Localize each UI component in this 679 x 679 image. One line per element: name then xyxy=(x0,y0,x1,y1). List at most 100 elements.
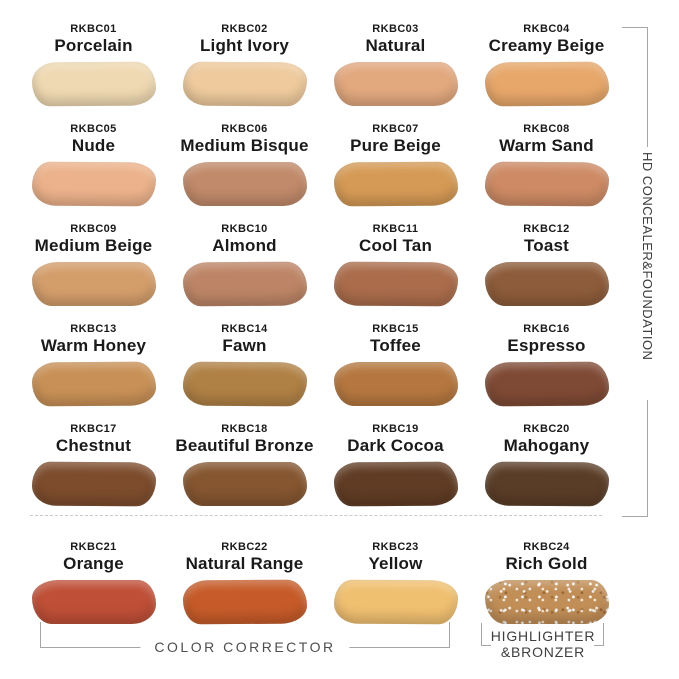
shade-cell: RKBC02 Light Ivory xyxy=(169,22,320,107)
highlighter-label-line1: HIGHLIGHTER xyxy=(490,628,596,644)
shade-code: RKBC04 xyxy=(523,23,570,35)
shade-swatch xyxy=(31,461,156,507)
shade-row-4: RKBC13 Warm Honey RKBC14 Fawn RKBC15 Tof… xyxy=(18,322,624,407)
shade-code: RKBC12 xyxy=(523,223,570,235)
shade-name: Cool Tan xyxy=(358,236,433,255)
shade-cell: RKBC05 Nude xyxy=(18,122,169,207)
shade-cell: RKBC01 Porcelain xyxy=(18,22,169,107)
shade-cell: RKBC08 Warm Sand xyxy=(471,122,622,207)
shade-swatch xyxy=(182,162,307,206)
shade-cell: RKBC07 Pure Beige xyxy=(320,122,471,207)
highlighter-bronzer-label: HIGHLIGHTER &BRONZER xyxy=(468,628,618,660)
shade-cell: RKBC04 Creamy Beige xyxy=(471,22,622,107)
shade-code: RKBC13 xyxy=(70,323,117,335)
shade-swatch xyxy=(484,262,609,306)
shade-row-6: RKBC21 Orange RKBC22 Natural Range RKBC2… xyxy=(18,540,624,625)
shade-code: RKBC10 xyxy=(221,223,268,235)
shade-name: Natural Range xyxy=(185,554,304,573)
shade-cell: RKBC09 Medium Beige xyxy=(18,222,169,306)
shade-code: RKBC08 xyxy=(523,123,570,135)
shade-code: RKBC21 xyxy=(70,541,117,553)
shade-name: Fawn xyxy=(222,336,267,355)
shade-swatch xyxy=(182,361,307,407)
shade-row-5: RKBC17 Chestnut RKBC18 Beautiful Bronze … xyxy=(18,422,624,507)
shade-cell: RKBC13 Warm Honey xyxy=(18,322,169,407)
shade-name: Orange xyxy=(63,554,124,573)
shade-code: RKBC06 xyxy=(221,123,268,135)
shade-name: Rich Gold xyxy=(505,554,588,573)
right-bracket-top-segment xyxy=(622,27,648,147)
shade-code: RKBC01 xyxy=(70,23,117,35)
hd-concealer-foundation-vertical-label: HD CONCEALER&FOUNDATION xyxy=(640,152,655,361)
shade-swatch xyxy=(333,579,458,625)
shade-cell: RKBC23 Yellow xyxy=(320,540,471,625)
shade-name: Espresso xyxy=(507,336,586,355)
shade-name: Porcelain xyxy=(54,36,133,55)
shade-swatch xyxy=(31,262,156,306)
shade-code: RKBC16 xyxy=(523,323,570,335)
shade-cell: RKBC03 Natural xyxy=(320,22,471,106)
shade-code: RKBC02 xyxy=(221,23,268,35)
shade-swatch xyxy=(31,580,156,624)
shade-code: RKBC24 xyxy=(523,541,570,553)
shade-cell: RKBC06 Medium Bisque xyxy=(169,122,320,206)
shade-row-1: RKBC01 Porcelain RKBC02 Light Ivory RKBC… xyxy=(18,22,624,107)
shade-code: RKBC23 xyxy=(372,541,419,553)
shade-code: RKBC05 xyxy=(70,123,117,135)
shade-name: Medium Beige xyxy=(34,236,153,255)
shade-name: Mahogany xyxy=(503,436,590,455)
shade-cell: RKBC11 Cool Tan xyxy=(320,222,471,307)
shade-cell: RKBC17 Chestnut xyxy=(18,422,169,507)
shade-code: RKBC22 xyxy=(221,541,268,553)
shade-name: Warm Honey xyxy=(40,336,147,355)
shade-code: RKBC19 xyxy=(372,423,419,435)
shade-cell: RKBC10 Almond xyxy=(169,222,320,307)
shade-swatch xyxy=(333,362,458,406)
color-corrector-label: COLOR CORRECTOR xyxy=(140,639,350,655)
shade-name: Light Ivory xyxy=(199,36,290,55)
shade-name: Almond xyxy=(212,236,277,255)
shade-swatch xyxy=(31,161,156,207)
shade-cell: RKBC21 Orange xyxy=(18,540,169,624)
shade-code: RKBC09 xyxy=(70,223,117,235)
shade-name: Nude xyxy=(71,136,116,155)
highlighter-bracket-right-corner xyxy=(594,623,604,646)
shade-code: RKBC03 xyxy=(372,23,419,35)
shade-cell: RKBC12 Toast xyxy=(471,222,622,306)
color-corrector-bracket: COLOR CORRECTOR xyxy=(40,622,450,655)
shade-swatch xyxy=(333,62,458,106)
shade-cell: RKBC22 Natural Range xyxy=(169,540,320,625)
dashed-divider xyxy=(30,515,602,516)
highlighter-label-line2: &BRONZER xyxy=(500,643,586,660)
shade-name: Chestnut xyxy=(55,436,132,455)
shade-name: Dark Cocoa xyxy=(347,436,444,455)
right-bracket-bottom-segment xyxy=(622,400,648,517)
shade-swatch xyxy=(182,261,307,307)
shade-code: RKBC20 xyxy=(523,423,570,435)
shade-swatch xyxy=(484,461,609,507)
shade-code: RKBC11 xyxy=(372,223,419,235)
shade-row-2: RKBC05 Nude RKBC06 Medium Bisque RKBC07 … xyxy=(18,122,624,207)
shade-cell: RKBC20 Mahogany xyxy=(471,422,622,507)
shade-swatch xyxy=(31,61,156,107)
shade-name: Toffee xyxy=(370,336,421,355)
shade-cell: RKBC16 Espresso xyxy=(471,322,622,407)
shade-row-3: RKBC09 Medium Beige RKBC10 Almond RKBC11… xyxy=(18,222,624,307)
shade-swatch xyxy=(484,61,609,107)
shade-cell: RKBC24 Rich Gold xyxy=(471,540,622,624)
shade-swatch xyxy=(484,580,609,624)
shade-swatch xyxy=(182,61,307,107)
shade-name: Medium Bisque xyxy=(180,136,309,155)
shade-cell: RKBC15 Toffee xyxy=(320,322,471,406)
shade-cell: RKBC18 Beautiful Bronze xyxy=(169,422,320,506)
shade-cell: RKBC19 Dark Cocoa xyxy=(320,422,471,507)
shade-code: RKBC15 xyxy=(372,323,419,335)
shade-cell: RKBC14 Fawn xyxy=(169,322,320,407)
shade-code: RKBC07 xyxy=(372,123,419,135)
shade-code: RKBC14 xyxy=(221,323,268,335)
shade-code: RKBC18 xyxy=(221,423,268,435)
shade-swatch xyxy=(333,161,458,207)
shade-swatch xyxy=(333,261,458,307)
shade-name: Toast xyxy=(523,236,570,255)
